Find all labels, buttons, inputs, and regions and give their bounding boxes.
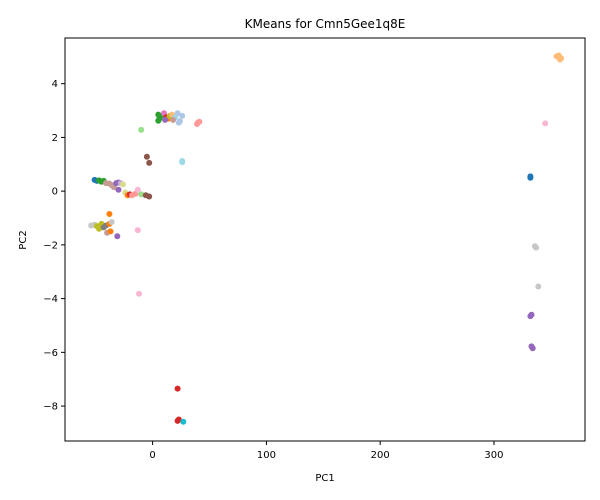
data-point	[527, 313, 534, 320]
data-point	[146, 159, 153, 166]
y-tick-label: 4	[52, 79, 58, 90]
y-axis-title: PC2	[18, 230, 29, 249]
data-point	[134, 186, 141, 193]
data-point	[558, 55, 565, 62]
y-tick-label: 2	[52, 133, 58, 144]
data-point	[120, 181, 126, 188]
data-point	[179, 159, 186, 166]
data-point	[143, 153, 150, 160]
x-tick-label: 100	[257, 450, 276, 461]
plot-frame	[64, 37, 586, 442]
x-tick-label: 0	[149, 450, 155, 461]
data-point	[107, 228, 114, 235]
data-point	[174, 417, 181, 424]
data-point	[533, 244, 540, 251]
data-point	[174, 110, 181, 117]
data-point	[527, 174, 534, 181]
data-point	[170, 116, 177, 123]
y-tick-label: −4	[43, 294, 58, 305]
y-tick-label: −8	[43, 402, 58, 413]
y-tick-label: 0	[52, 187, 58, 198]
data-point	[175, 119, 182, 126]
data-point	[134, 227, 141, 234]
data-point	[542, 120, 549, 127]
data-point	[180, 418, 187, 425]
data-point	[179, 112, 186, 119]
data-point	[106, 211, 113, 217]
data-point	[108, 219, 115, 225]
data-point	[195, 119, 202, 126]
data-point	[115, 186, 122, 193]
y-tick-label: −2	[43, 240, 58, 251]
data-point	[174, 385, 181, 392]
x-tick-label: 200	[371, 450, 390, 461]
data-point	[138, 191, 145, 198]
data-point	[535, 283, 542, 290]
y-tick-label: −6	[43, 348, 58, 359]
data-points	[88, 52, 565, 425]
data-point	[138, 126, 145, 133]
data-point	[553, 53, 560, 60]
y-axis: −8 −6 −4 −2 0 2 4	[43, 79, 65, 413]
x-axis: 0 100 200 300	[149, 441, 504, 461]
x-tick-label: 300	[484, 450, 503, 461]
data-point	[155, 117, 162, 124]
data-point	[114, 233, 121, 240]
data-point	[146, 193, 153, 200]
data-point	[529, 345, 536, 352]
x-axis-title: PC1	[315, 473, 334, 484]
data-point	[136, 290, 142, 297]
data-point	[96, 225, 103, 232]
data-point	[162, 116, 169, 123]
chart-title: KMeans for Cmn5Gee1q8E	[245, 17, 406, 31]
